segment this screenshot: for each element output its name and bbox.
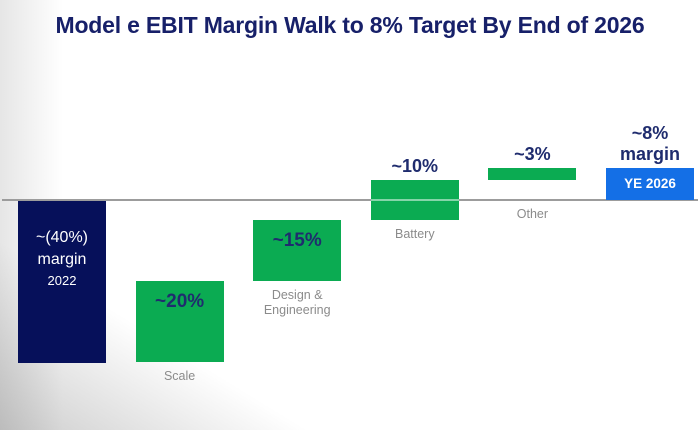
value-label-scale: ~20% xyxy=(155,291,205,312)
axis-label-scale: Scale xyxy=(105,369,255,384)
bar-inside-line: 2022 xyxy=(47,273,77,288)
axis-label-line: Scale xyxy=(163,369,196,383)
axis-label-line: Engineering xyxy=(263,303,331,317)
bar-design-engineering: ~15% xyxy=(253,220,342,281)
bar-other xyxy=(488,167,577,180)
value-label-design-engineering: ~15% xyxy=(272,230,322,252)
bar-ye-2026: YE 2026 xyxy=(606,167,694,200)
bar-inside-line: margin xyxy=(37,251,87,268)
value-label-line: ~3% xyxy=(514,143,551,164)
axis-label-design-engineering: Design & Engineering xyxy=(222,288,372,318)
bar-start-2022: ~(40%) margin 2022 xyxy=(18,201,106,363)
value-label-line: margin xyxy=(619,143,680,164)
value-label-ye-2026: ~8% margin xyxy=(580,123,700,165)
zero-axis-line xyxy=(2,199,698,201)
value-label-other: ~3% xyxy=(462,144,602,165)
bar-inside-text-ye-2026: YE 2026 xyxy=(624,176,676,192)
zero-line-through-bar xyxy=(370,199,459,201)
bar-inside-text-start-2022: ~(40%) margin 2022 xyxy=(18,227,106,290)
bar-inside-line: ~(40%) xyxy=(35,229,89,246)
axis-label-battery: Battery xyxy=(340,227,490,242)
chart-title: Model e EBIT Margin Walk to 8% Target By… xyxy=(55,12,645,38)
bar-battery xyxy=(370,179,459,221)
axis-label-line: Other xyxy=(516,207,549,221)
axis-label-line: Design & xyxy=(271,288,323,302)
axis-label-other: Other xyxy=(457,207,607,222)
value-label-line: ~10% xyxy=(391,155,439,176)
value-label-battery: ~10% xyxy=(345,156,485,177)
axis-label-line: Battery xyxy=(394,227,435,242)
bar-scale: ~20% xyxy=(135,281,224,362)
value-label-line: ~8% xyxy=(631,122,669,143)
